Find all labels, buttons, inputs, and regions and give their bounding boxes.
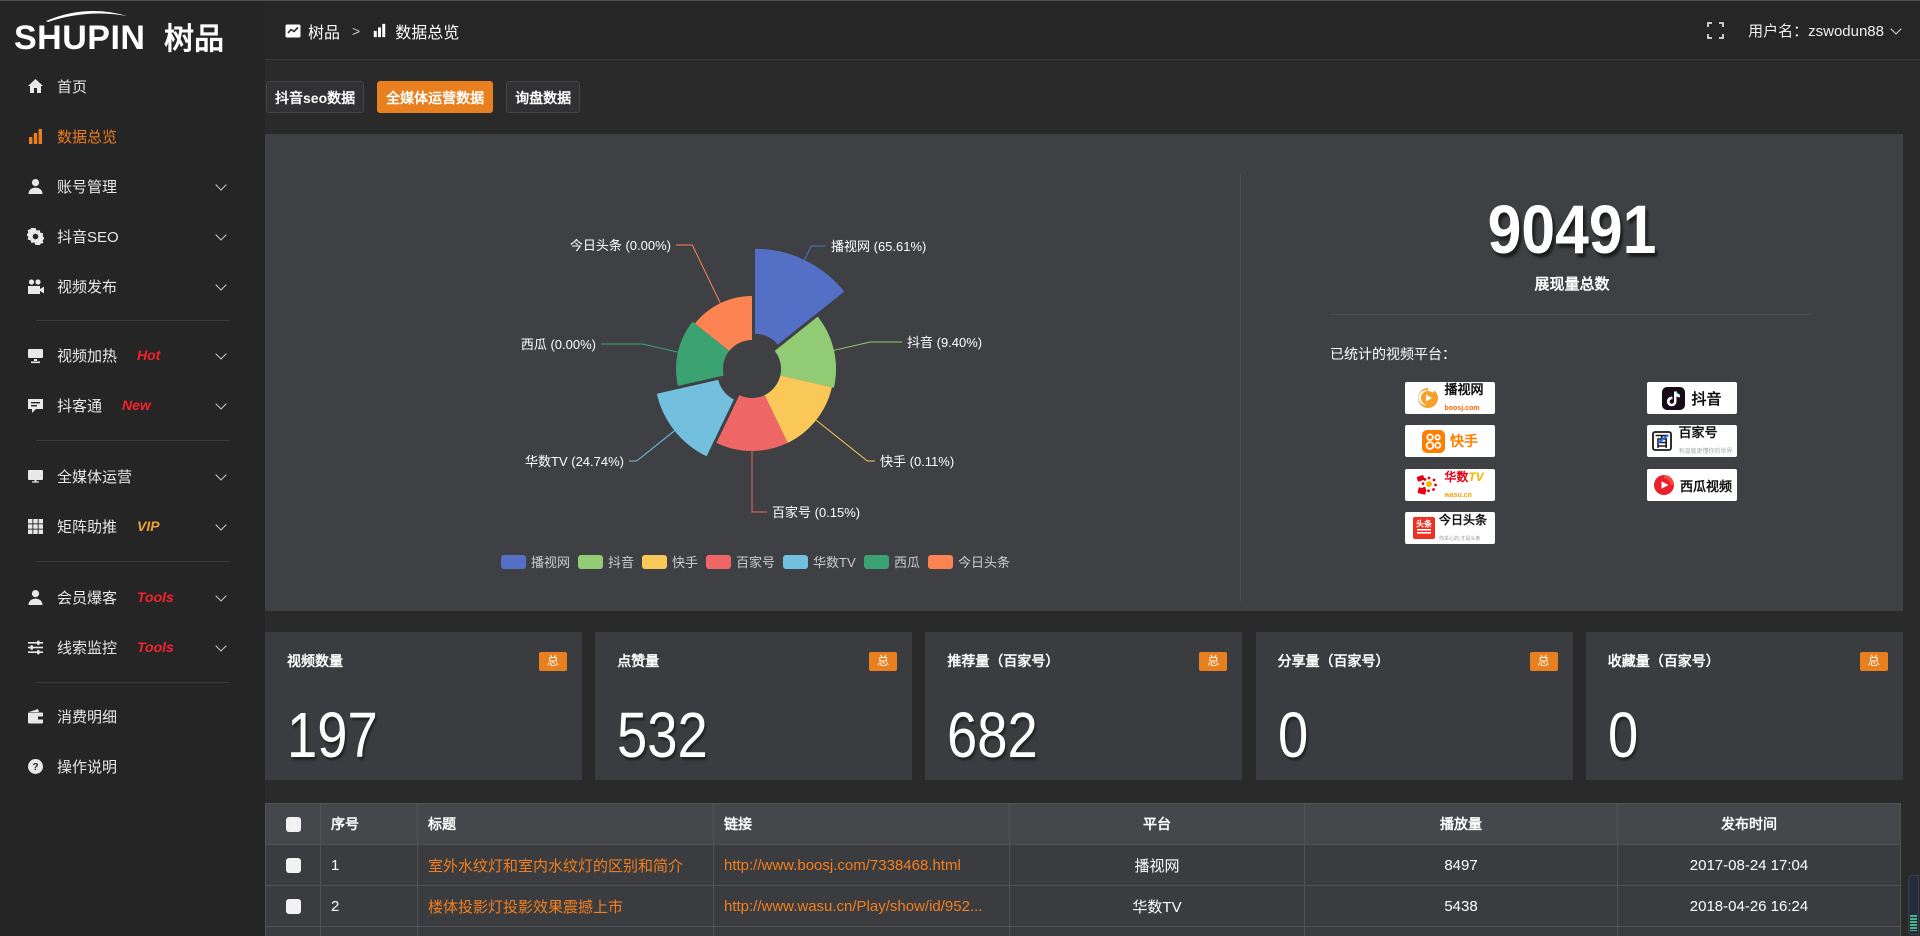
svg-text:西瓜 (0.00%): 西瓜 (0.00%) — [521, 337, 596, 352]
svg-text:百家号 (0.15%): 百家号 (0.15%) — [772, 505, 860, 520]
svg-text:今日头条: 今日头条 — [958, 555, 1010, 570]
svg-text:快手: 快手 — [672, 555, 698, 570]
svg-text:百家号: 百家号 — [736, 555, 775, 570]
svg-text:树品: 树品 — [164, 23, 224, 56]
svg-text:今日头条 (0.00%): 今日头条 (0.00%) — [570, 238, 671, 253]
svg-text:快手 (0.11%): 快手 (0.11%) — [880, 454, 954, 469]
svg-text:西瓜: 西瓜 — [894, 555, 920, 570]
svg-text:华数TV: 华数TV — [813, 555, 856, 570]
svg-text:抖音 (9.40%): 抖音 (9.40%) — [907, 335, 982, 350]
svg-text:播视网 (65.61%): 播视网 (65.61%) — [831, 239, 926, 254]
svg-text:头条: 头条 — [1416, 519, 1433, 529]
svg-text:抖音: 抖音 — [608, 555, 634, 570]
svg-text:华数TV (24.74%): 华数TV (24.74%) — [525, 454, 624, 469]
svg-text:SHUPIN: SHUPIN — [14, 19, 145, 57]
svg-text:?: ? — [32, 762, 38, 773]
svg-text:播视网: 播视网 — [531, 555, 570, 570]
